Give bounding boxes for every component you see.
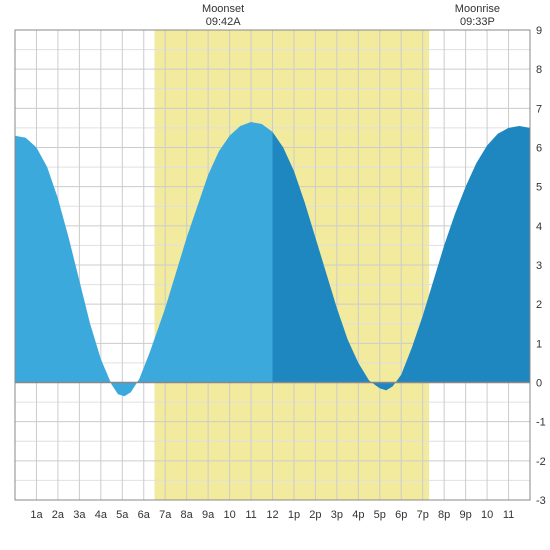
y-tick-label: 4 bbox=[536, 221, 542, 233]
x-tick-label: 7a bbox=[159, 509, 172, 521]
x-tick-label: 3p bbox=[331, 509, 343, 521]
y-tick-label: 8 bbox=[536, 64, 542, 76]
x-tick-label: 2a bbox=[52, 509, 65, 521]
tide-chart: -3-2-101234567891a2a3a4a5a6a7a8a9a101112… bbox=[0, 0, 550, 550]
y-tick-label: 6 bbox=[536, 143, 542, 155]
moonrise-time: 09:33P bbox=[460, 16, 495, 28]
x-tick-label: 1p bbox=[288, 509, 300, 521]
y-tick-label: 3 bbox=[536, 260, 542, 272]
moonrise-label: Moonrise bbox=[455, 3, 500, 15]
x-tick-label: 10 bbox=[481, 509, 493, 521]
y-tick-label: 7 bbox=[536, 103, 542, 115]
x-tick-label: 3a bbox=[73, 509, 86, 521]
x-tick-label: 9p bbox=[460, 509, 472, 521]
moonset-label: Moonset bbox=[202, 3, 244, 15]
x-tick-label: 4a bbox=[95, 509, 108, 521]
y-tick-label: -2 bbox=[536, 456, 546, 468]
y-tick-label: -1 bbox=[536, 417, 546, 429]
x-tick-label: 5p bbox=[374, 509, 386, 521]
x-tick-label: 1a bbox=[30, 509, 43, 521]
x-tick-label: 11 bbox=[245, 509, 256, 521]
x-tick-label: 4p bbox=[352, 509, 364, 521]
x-tick-label: 12 bbox=[266, 509, 278, 521]
y-tick-label: 2 bbox=[536, 299, 542, 311]
x-tick-label: 6p bbox=[395, 509, 407, 521]
x-tick-label: 6a bbox=[138, 509, 151, 521]
y-tick-label: 1 bbox=[536, 338, 542, 350]
x-tick-label: 7p bbox=[417, 509, 429, 521]
x-tick-label: 8p bbox=[438, 509, 450, 521]
x-tick-label: 2p bbox=[309, 509, 321, 521]
y-tick-label: 5 bbox=[536, 182, 542, 194]
y-tick-label: 9 bbox=[536, 25, 542, 37]
x-tick-label: 11 bbox=[503, 509, 514, 521]
y-tick-label: 0 bbox=[536, 378, 542, 390]
x-tick-label: 8a bbox=[181, 509, 194, 521]
x-tick-label: 5a bbox=[116, 509, 129, 521]
x-tick-label: 10 bbox=[223, 509, 235, 521]
y-tick-label: -3 bbox=[536, 495, 546, 507]
chart-svg: -3-2-101234567891a2a3a4a5a6a7a8a9a101112… bbox=[0, 0, 550, 550]
moonset-time: 09:42A bbox=[206, 16, 242, 28]
x-tick-label: 9a bbox=[202, 509, 215, 521]
